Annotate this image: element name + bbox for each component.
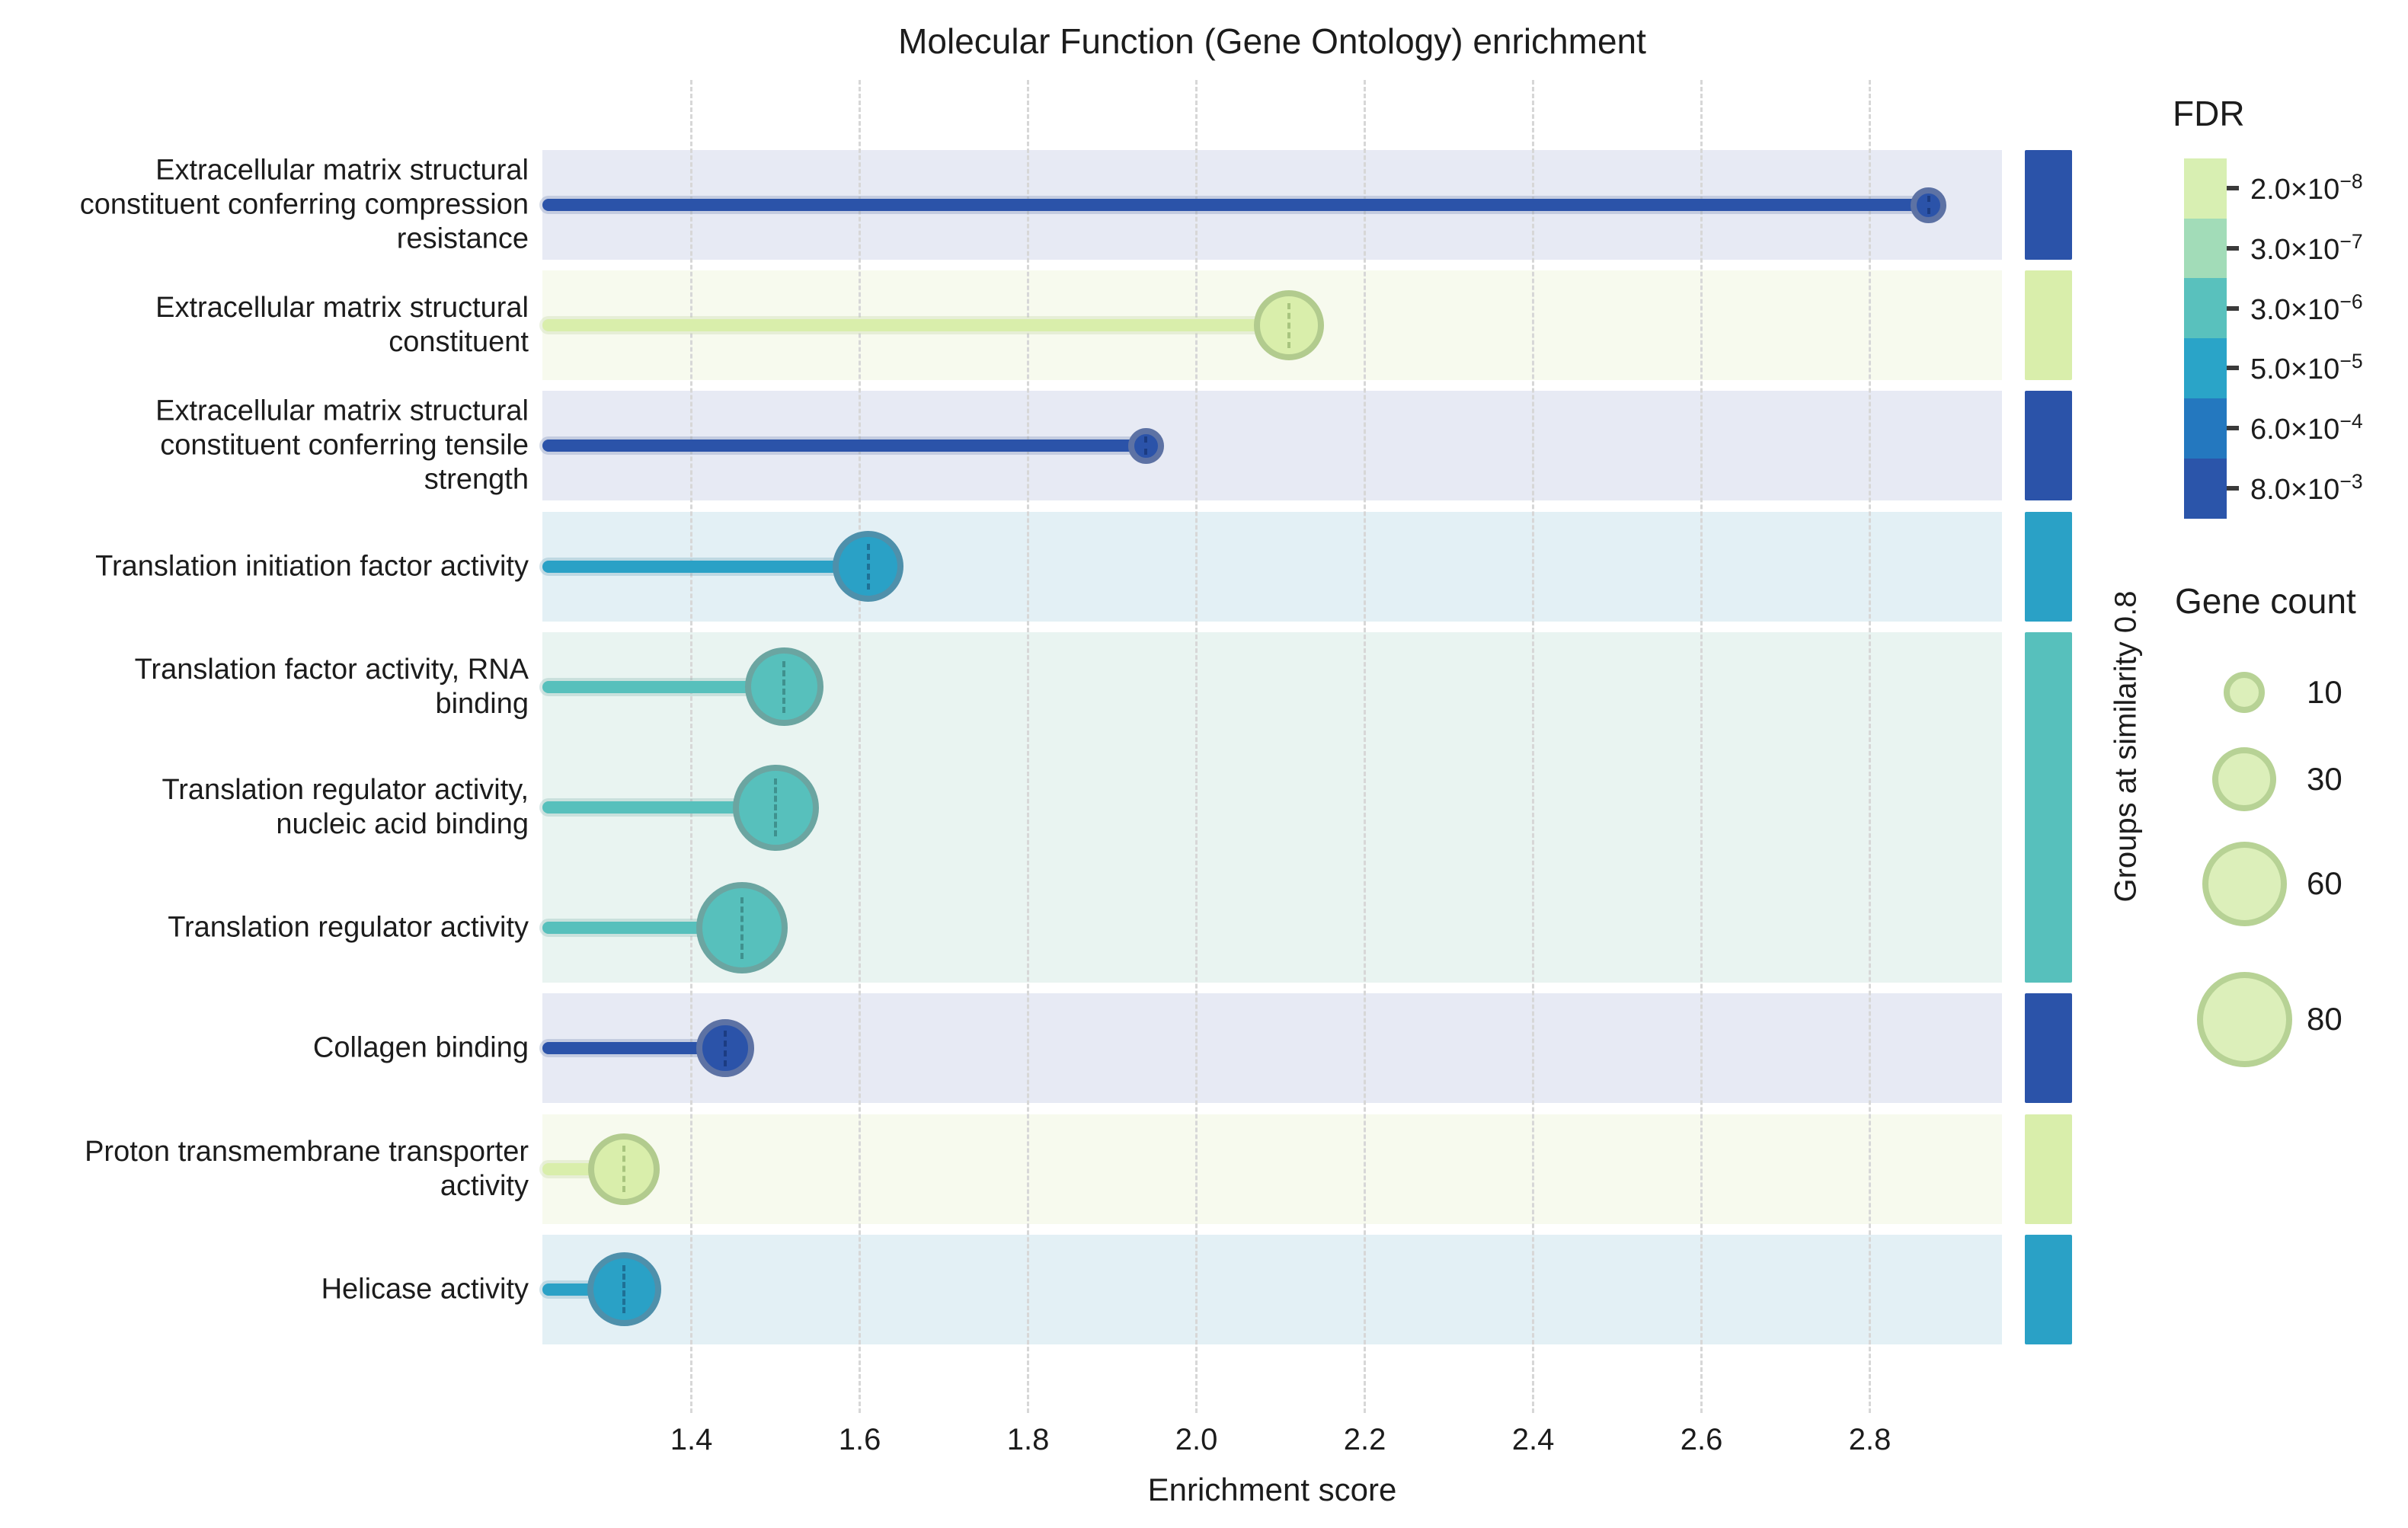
y-axis-label: Translation regulator activity: [168, 911, 529, 944]
fdr-tick-label: 2.0×10−8: [2250, 170, 2363, 206]
x-tick-label: 2.0: [1175, 1423, 1218, 1456]
fdr-tick-label: 3.0×10−6: [2250, 289, 2363, 326]
y-axis-label: Translation initiation factor activity: [95, 550, 529, 583]
row-stripe: [542, 1114, 2002, 1224]
x-tick-label: 1.6: [838, 1423, 881, 1456]
marker-median-dash: [622, 1265, 626, 1314]
marker-median-dash: [1927, 195, 1930, 215]
gridline: [859, 80, 862, 1413]
plot-area: [542, 80, 2002, 1413]
y-axis-label: Translation regulator activity, nucleic a…: [161, 774, 529, 840]
x-tick-label: 2.6: [1680, 1423, 1723, 1456]
lollipop-marker: [1254, 290, 1325, 361]
y-axis-label: Extracellular matrix structural constitue…: [155, 292, 529, 359]
fdr-colorbar-tick: [2227, 426, 2239, 431]
gridline: [1027, 80, 1030, 1413]
gene-count-legend-label: 30: [2307, 761, 2342, 797]
lollipop-stem: [542, 1042, 725, 1055]
gene-count-legend-circle: [2196, 971, 2292, 1067]
fdr-colorbar-block: [2184, 218, 2227, 280]
lollipop-stem: [542, 680, 785, 693]
lollipop-marker: [732, 764, 819, 851]
y-axis-label: Translation factor activity, RNA binding: [134, 653, 529, 720]
lollipop-stem: [542, 440, 1146, 452]
fdr-colorbar-tick: [2227, 186, 2239, 191]
gene-count-legend-circle: [2202, 841, 2287, 926]
gridline: [1532, 80, 1535, 1413]
fdr-colorbar-block: [2184, 158, 2227, 219]
gridline: [1700, 80, 1703, 1413]
lollipop-marker: [1127, 427, 1164, 464]
lollipop-marker: [1911, 187, 1947, 223]
marker-median-dash: [740, 897, 744, 959]
gene-count-legend-label: 10: [2307, 674, 2342, 710]
lollipop-stem: [542, 199, 1929, 211]
group-tile: [2025, 1234, 2072, 1344]
fdr-colorbar-block: [2184, 458, 2227, 519]
group-tile: [2025, 270, 2072, 381]
lollipop-marker: [588, 1133, 660, 1205]
gene-count-legend-label: 80: [2307, 1001, 2342, 1037]
x-tick-label: 1.8: [1006, 1423, 1050, 1456]
right-axis-title: Groups at similarity 0.8: [2109, 590, 2143, 903]
fdr-colorbar-tick: [2227, 485, 2239, 491]
lollipop-marker: [696, 1019, 754, 1078]
x-tick-label: 2.8: [1848, 1423, 1892, 1456]
marker-median-dash: [723, 1030, 727, 1066]
marker-median-dash: [1287, 302, 1291, 348]
x-tick-label: 2.4: [1511, 1423, 1555, 1456]
fdr-legend-title: FDR: [2173, 94, 2245, 133]
group-tile: [2025, 391, 2072, 501]
marker-median-dash: [782, 660, 786, 713]
lollipop-stem: [542, 560, 868, 573]
gene-count-legend-title: Gene count: [2175, 581, 2356, 621]
marker-median-dash: [866, 543, 870, 590]
gridline: [1195, 80, 1198, 1413]
fdr-colorbar-tick: [2227, 305, 2239, 311]
y-axis-label: Extracellular matrix structural constitue…: [155, 395, 529, 496]
lollipop-stem: [542, 319, 1290, 332]
gridline: [690, 80, 693, 1413]
x-tick-label: 1.4: [670, 1423, 713, 1456]
chart-title: Molecular Function (Gene Ontology) enric…: [898, 21, 1646, 61]
y-axis-label: Collagen binding: [312, 1031, 529, 1064]
x-axis-title: Enrichment score: [1147, 1472, 1397, 1507]
y-axis-label: Helicase activity: [321, 1273, 529, 1306]
marker-median-dash: [1144, 436, 1148, 456]
y-axis-label: Proton transmembrane transporter activity: [85, 1135, 529, 1202]
fdr-colorbar-block: [2184, 338, 2227, 399]
group-tile: [2025, 1114, 2072, 1224]
y-axis-label: Extracellular matrix structural constitue…: [79, 154, 529, 255]
lollipop-marker: [744, 647, 823, 727]
fdr-tick-label: 6.0×10−4: [2250, 410, 2363, 446]
lollipop-marker: [587, 1252, 661, 1327]
marker-median-dash: [774, 778, 778, 836]
lollipop-marker: [696, 882, 788, 974]
lollipop-stem: [542, 922, 742, 935]
gene-count-legend-circle: [2212, 747, 2276, 811]
fdr-tick-label: 5.0×10−5: [2250, 350, 2363, 386]
row-stripe: [542, 993, 2002, 1104]
fdr-tick-label: 8.0×10−3: [2250, 470, 2363, 506]
lollipop-marker: [833, 531, 904, 603]
group-tile: [2025, 511, 2072, 622]
fdr-colorbar-block: [2184, 398, 2227, 459]
fdr-tick-label: 3.0×10−7: [2250, 230, 2363, 266]
group-tile: [2025, 150, 2072, 260]
row-stripe: [542, 1234, 2002, 1344]
fdr-colorbar-tick: [2227, 366, 2239, 371]
gene-count-legend-label: 60: [2307, 865, 2342, 901]
gridline: [1869, 80, 1872, 1413]
group-tile: [2025, 631, 2072, 983]
marker-median-dash: [622, 1146, 626, 1192]
fdr-colorbar-tick: [2227, 246, 2239, 251]
gridline: [1364, 80, 1367, 1413]
gene-count-legend-circle: [2224, 672, 2265, 713]
fdr-colorbar-block: [2184, 278, 2227, 339]
lollipop-stem: [542, 801, 776, 814]
group-tile: [2025, 993, 2072, 1104]
x-tick-label: 2.2: [1343, 1423, 1386, 1456]
